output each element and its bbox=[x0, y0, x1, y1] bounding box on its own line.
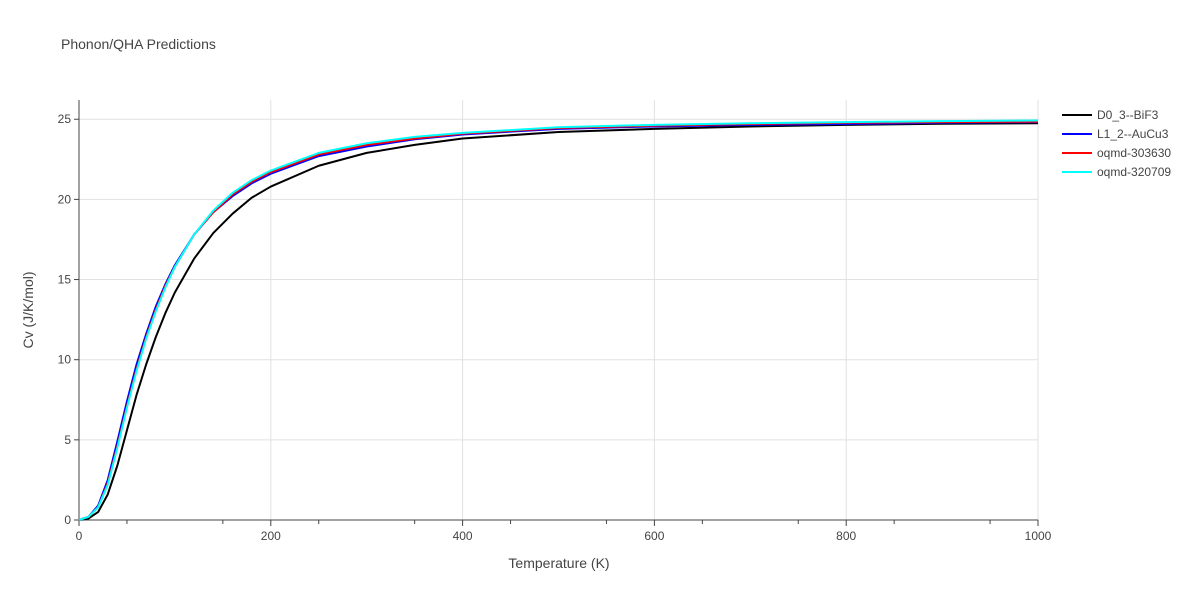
y-tick-label: 10 bbox=[58, 353, 72, 367]
legend-label: L1_2--AuCu3 bbox=[1097, 127, 1169, 141]
legend-swatch bbox=[1062, 133, 1092, 135]
y-tick-label: 15 bbox=[58, 273, 72, 287]
x-tick-label: 0 bbox=[76, 529, 83, 543]
chart-title: Phonon/QHA Predictions bbox=[61, 36, 216, 52]
legend-swatch bbox=[1062, 114, 1092, 116]
y-tick-label: 20 bbox=[58, 192, 72, 206]
series-line-0 bbox=[78, 122, 1039, 521]
legend-label: oqmd-320709 bbox=[1097, 165, 1172, 179]
legend-label: oqmd-303630 bbox=[1097, 146, 1172, 160]
grid-layer bbox=[79, 100, 1039, 520]
legend-swatch bbox=[1062, 171, 1092, 173]
y-tick-label: 5 bbox=[64, 433, 71, 447]
x-tick-label: 1000 bbox=[1025, 529, 1052, 543]
series-line-3 bbox=[78, 119, 1039, 521]
legend-swatch bbox=[1062, 152, 1092, 154]
axis-layer: 0 200 400 600 800 1000 0 5 10 15 20 25 bbox=[58, 100, 1052, 543]
y-tick-label: 25 bbox=[58, 112, 72, 126]
x-tick-label: 400 bbox=[453, 529, 473, 543]
x-tick-label: 600 bbox=[644, 529, 664, 543]
y-tick-label: 0 bbox=[64, 513, 71, 527]
legend-label: D0_3--BiF3 bbox=[1097, 108, 1159, 122]
x-axis-title: Temperature (K) bbox=[508, 555, 609, 571]
x-tick-label: 800 bbox=[836, 529, 856, 543]
series-layer bbox=[78, 119, 1039, 521]
y-axis-title: Cv (J/K/mol) bbox=[20, 272, 36, 349]
series-line-2 bbox=[78, 120, 1039, 521]
series-line-1 bbox=[78, 121, 1039, 521]
x-tick-label: 200 bbox=[261, 529, 281, 543]
